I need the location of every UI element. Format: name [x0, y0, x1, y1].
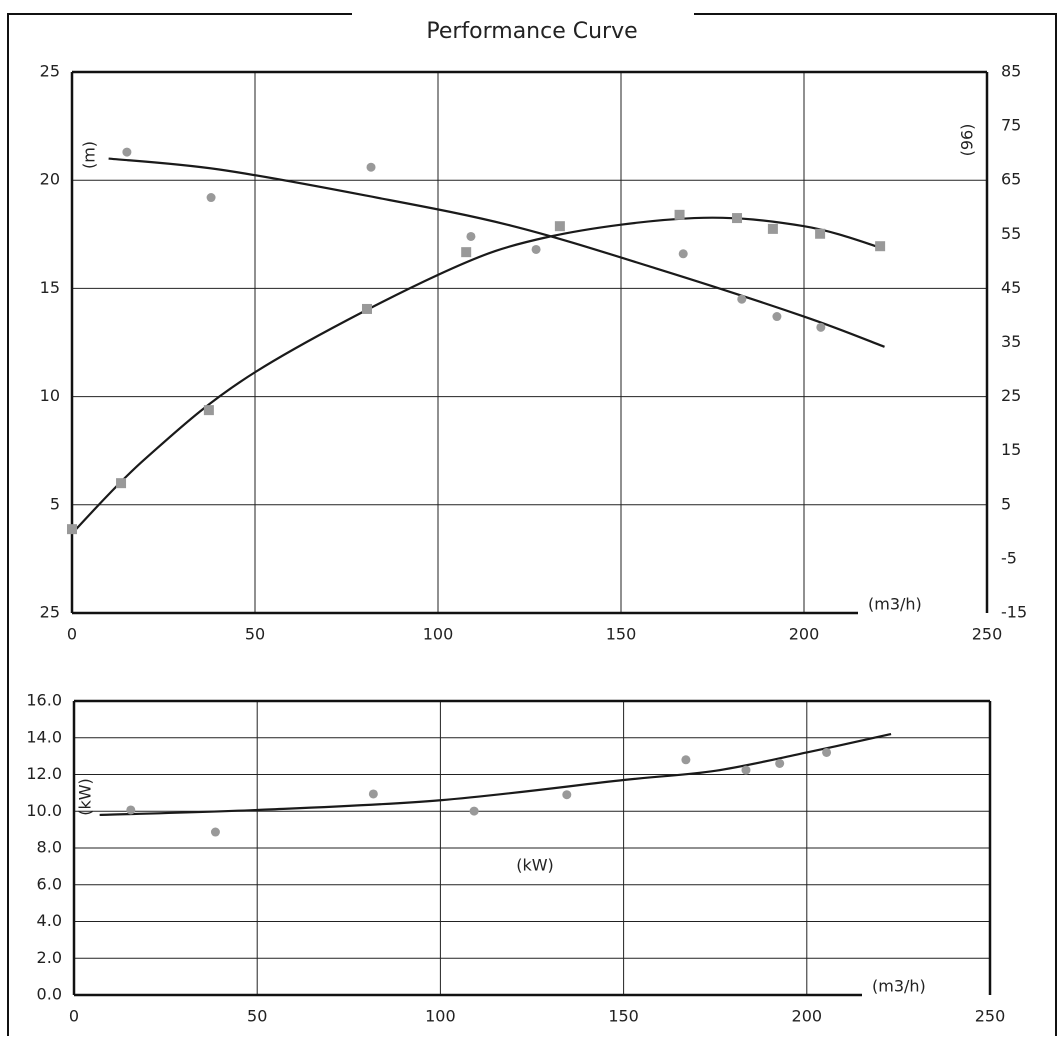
- square-point: [875, 241, 886, 252]
- y-tick-label: 20: [40, 170, 60, 189]
- point: [681, 755, 691, 765]
- y2-tick-label: 5: [1001, 494, 1011, 513]
- y-tick-label: 6.0: [37, 874, 62, 893]
- x-tick-label: 50: [247, 1007, 267, 1026]
- point: [822, 747, 832, 757]
- square-point: [203, 405, 214, 416]
- square-point: [732, 213, 743, 224]
- y-tick-label: 25: [40, 603, 60, 622]
- curve: [71, 216, 885, 535]
- y-tick-label: 2.0: [37, 948, 62, 967]
- y-tick-label: 25: [40, 62, 60, 81]
- y-tick-label: 12.0: [26, 764, 62, 783]
- square-point: [116, 478, 127, 489]
- y2-tick-label: 85: [1001, 62, 1021, 81]
- square-point: [674, 209, 685, 220]
- x-axis-label: (m3/h): [872, 977, 926, 996]
- y-axis-label: (m): [80, 141, 99, 169]
- y-tick-label: 16.0: [26, 691, 62, 710]
- y-tick-label: 10: [40, 386, 60, 405]
- y2-tick-label: 25: [1001, 386, 1021, 405]
- point: [678, 249, 688, 259]
- x-tick-label: 150: [606, 625, 637, 644]
- x-tick-label: 250: [972, 625, 1003, 644]
- y-axis-label: (kW): [76, 778, 95, 816]
- square-point: [554, 221, 565, 232]
- square-point: [461, 247, 472, 258]
- point: [816, 322, 826, 332]
- y2-tick-label: -5: [1001, 548, 1017, 567]
- y2-axis-label: (96): [958, 124, 977, 157]
- point: [366, 162, 376, 172]
- curve: [108, 157, 885, 348]
- x-tick-label: 50: [245, 625, 265, 644]
- x-axis-label: (m3/h): [868, 595, 922, 614]
- y2-tick-label: 15: [1001, 440, 1021, 459]
- y2-tick-label: 35: [1001, 332, 1021, 351]
- y2-tick-label: -15: [1001, 603, 1027, 622]
- point: [469, 806, 479, 816]
- point: [126, 805, 136, 815]
- y2-tick-label: 45: [1001, 278, 1021, 297]
- square-point: [67, 524, 77, 535]
- point: [775, 758, 785, 768]
- y-tick-label: 14.0: [26, 727, 62, 746]
- y-tick-label: 10.0: [26, 801, 62, 820]
- point: [210, 827, 220, 837]
- x-tick-label: 150: [608, 1007, 639, 1026]
- frame: [7, 13, 1057, 1036]
- y-tick-label: 0.0: [37, 985, 62, 1004]
- point: [772, 312, 782, 322]
- square-point: [815, 228, 826, 239]
- point: [122, 147, 132, 157]
- x-tick-label: 0: [67, 625, 77, 644]
- square-point: [361, 303, 372, 314]
- point: [562, 790, 572, 800]
- point: [206, 193, 216, 203]
- point: [741, 765, 751, 775]
- y-tick-label: 8.0: [37, 838, 62, 857]
- y-tick-label: 5: [50, 494, 60, 513]
- x-tick-label: 0: [69, 1007, 79, 1026]
- x-tick-label: 100: [425, 1007, 456, 1026]
- point: [466, 231, 476, 241]
- y-tick-label: 15: [40, 278, 60, 297]
- point: [737, 294, 747, 304]
- annotation: (kW): [516, 856, 554, 875]
- x-tick-label: 250: [975, 1007, 1006, 1026]
- square-point: [767, 223, 778, 234]
- curve: [99, 733, 892, 817]
- y2-tick-label: 55: [1001, 224, 1021, 243]
- point: [368, 789, 378, 799]
- chart-title: Performance Curve: [426, 19, 637, 44]
- x-tick-label: 200: [789, 625, 820, 644]
- x-tick-label: 200: [792, 1007, 823, 1026]
- y2-tick-label: 75: [1001, 116, 1021, 135]
- point: [531, 244, 541, 254]
- y-tick-label: 4.0: [37, 911, 62, 930]
- x-tick-label: 100: [423, 625, 454, 644]
- y2-tick-label: 65: [1001, 170, 1021, 189]
